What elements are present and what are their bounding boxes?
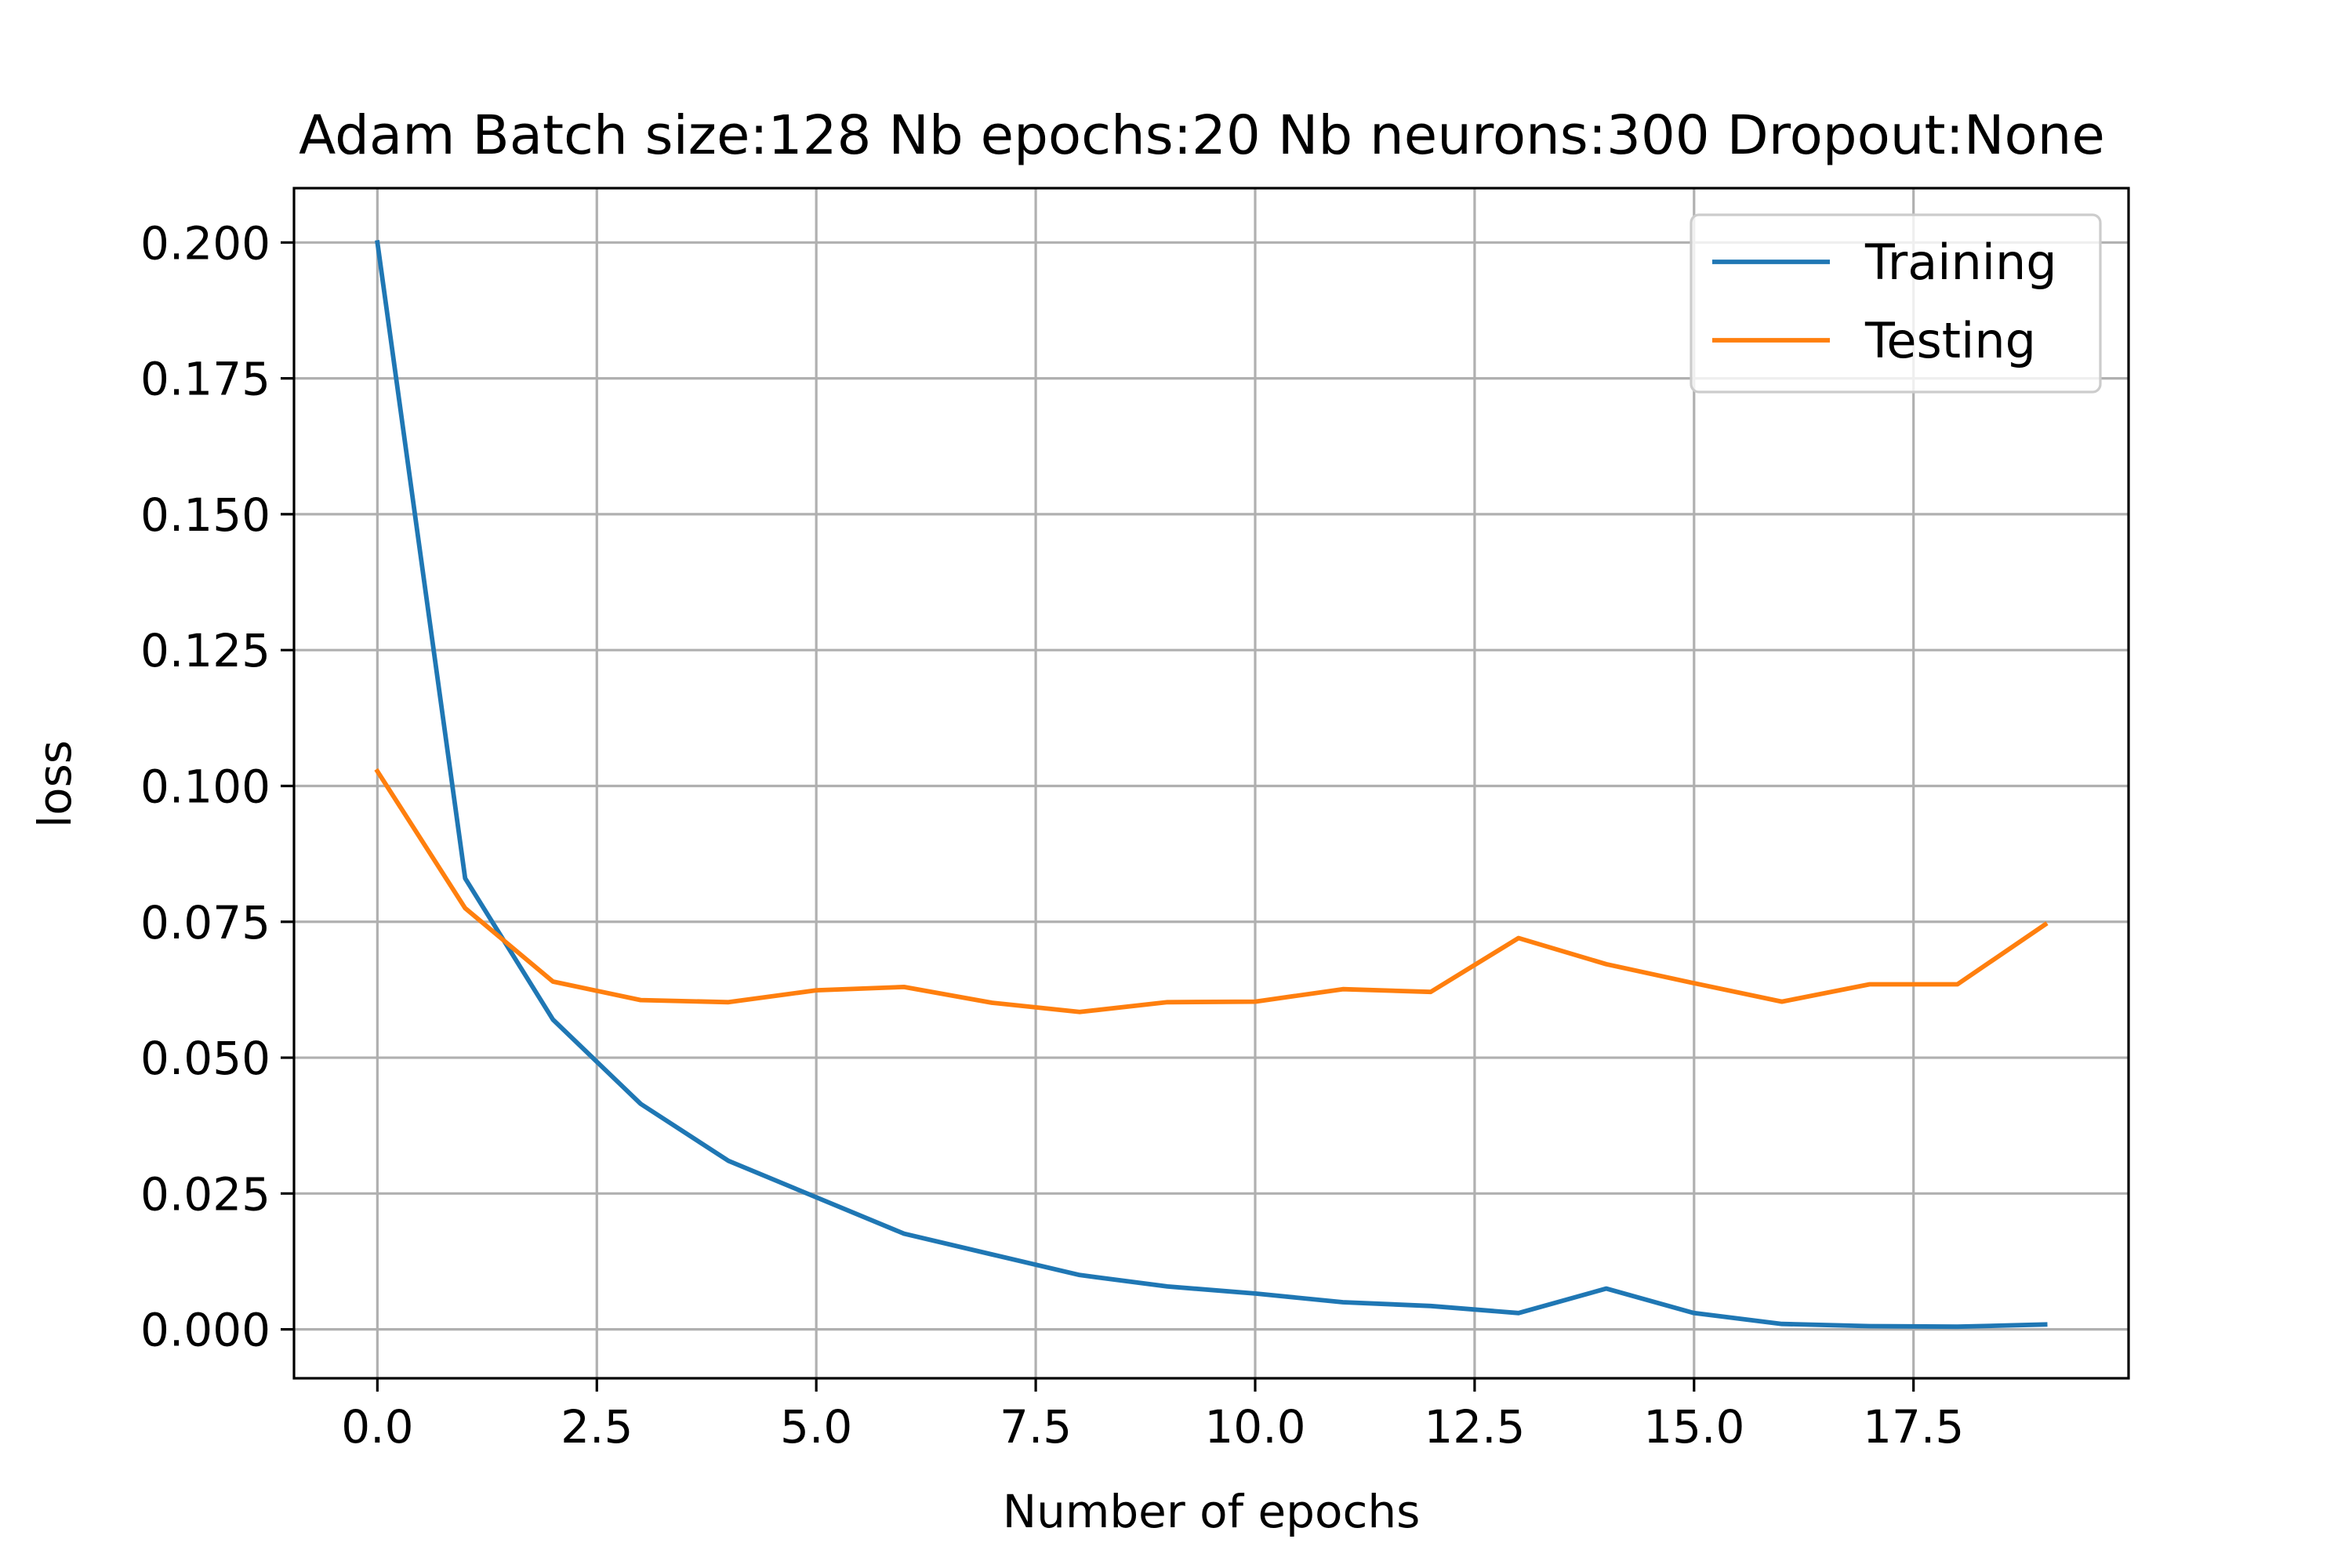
- legend-label-testing: Testing: [1864, 312, 2036, 369]
- y-tick-label: 0.075: [140, 896, 270, 949]
- plot-frame: [292, 187, 2130, 1380]
- series-line-testing: [374, 768, 2049, 1014]
- axis-ticks: 0.0 2.5 5.0 7.5 10.0 12.5 15.0 17.5 0.000 0.025 0.…: [140, 216, 1964, 1454]
- x-tick-label: 15.0: [1643, 1400, 1744, 1454]
- x-tick-label: 5.0: [780, 1400, 852, 1454]
- x-tick-label: 10.0: [1204, 1400, 1305, 1454]
- x-tick-label: 7.5: [1000, 1400, 1072, 1454]
- y-tick-label: 0.100: [140, 760, 270, 813]
- y-tick-label: 0.125: [140, 624, 270, 677]
- series-line-training: [375, 240, 2048, 1330]
- legend-box: [1690, 213, 2102, 394]
- y-tick-label: 0.150: [140, 488, 270, 542]
- y-tick-label: 0.050: [140, 1032, 270, 1085]
- x-axis-label: Number of epochs: [1003, 1485, 1421, 1538]
- y-tick-label: 0.175: [140, 353, 270, 406]
- chart-title: Adam Batch size:128 Nb epochs:20 Nb neur…: [299, 104, 2105, 167]
- y-tick-label: 0.000: [140, 1304, 270, 1357]
- y-tick-label: 0.200: [140, 216, 270, 270]
- series-lines: [374, 240, 2049, 1330]
- x-tick-label: 17.5: [1863, 1400, 1964, 1454]
- y-tick-label: 0.025: [140, 1167, 270, 1221]
- y-axis-label: loss: [28, 740, 82, 828]
- legend-label-training: Training: [1864, 234, 2057, 291]
- x-tick-label: 2.5: [561, 1400, 633, 1454]
- legend: Training Testing: [1690, 213, 2102, 394]
- x-tick-label: 12.5: [1424, 1400, 1525, 1454]
- x-tick-label: 0.0: [341, 1400, 413, 1454]
